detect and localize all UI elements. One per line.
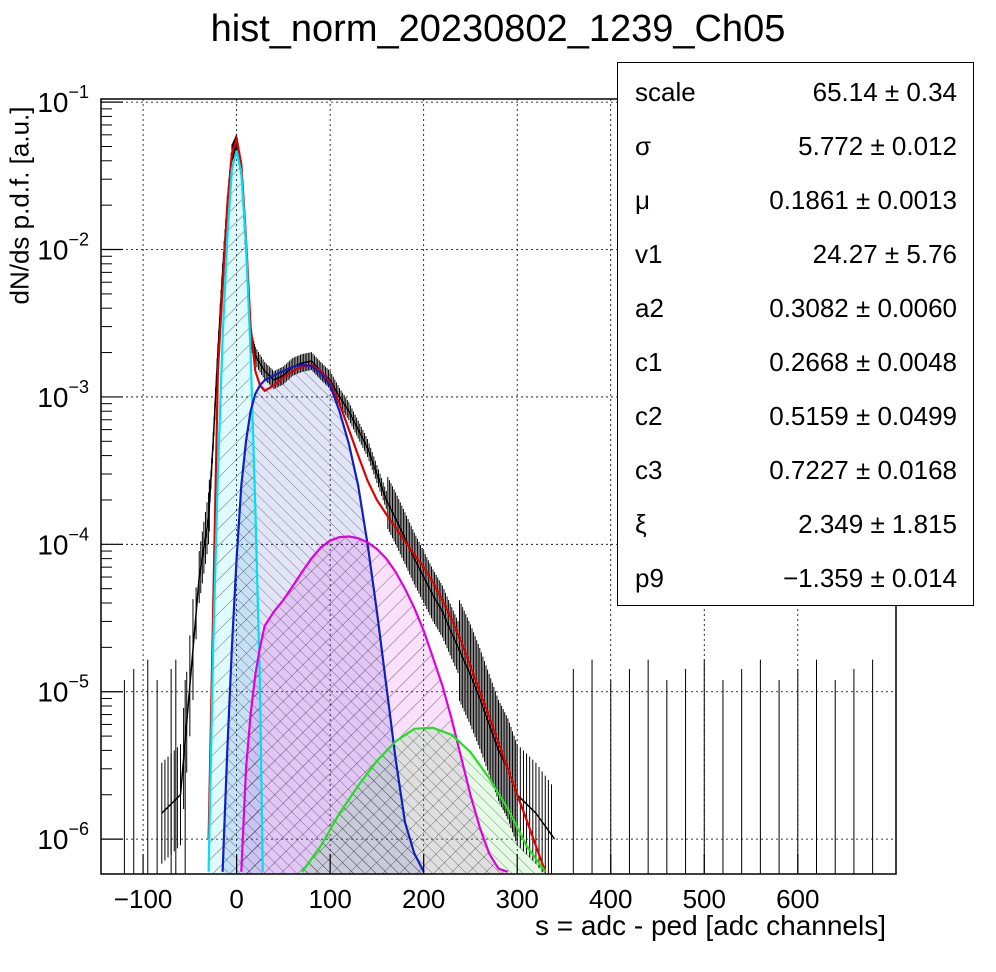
stats-param-value: 65.14 ± 0.34 (812, 77, 957, 107)
x-tick-label: 500 (683, 884, 726, 914)
stats-row: σ 5.772 ± 0.012 (618, 119, 973, 173)
x-tick-label: 600 (776, 884, 819, 914)
stats-row: c2 0.5159 ± 0.0499 (618, 389, 973, 443)
y-tick-label: 10−3 (37, 377, 89, 413)
stats-param-value: 5.772 ± 0.012 (798, 131, 957, 161)
stats-param-name: a2 (635, 293, 664, 323)
y-tick-label: 10−5 (37, 672, 89, 708)
stats-row: scale 65.14 ± 0.34 (618, 65, 973, 119)
x-axis-label: s = adc - ped [adc channels] (535, 910, 886, 941)
x-tick-label: 100 (308, 884, 351, 914)
stats-row: v1 24.27 ± 5.76 (618, 227, 973, 281)
stats-param-value: −1.359 ± 0.014 (782, 563, 957, 593)
stats-row: μ 0.1861 ± 0.0013 (618, 173, 973, 227)
data-histogram (123, 133, 874, 874)
x-tick-label: 200 (402, 884, 445, 914)
stats-param-value: 24.27 ± 5.76 (812, 239, 957, 269)
stats-param-value: 0.7227 ± 0.0168 (769, 455, 957, 485)
stats-row: ξ 2.349 ± 1.815 (618, 497, 973, 551)
stats-param-name: c1 (635, 347, 663, 377)
fit-curve (221, 363, 425, 873)
y-axis-label: dN/ds p.d.f. [a.u.] (4, 106, 35, 305)
stats-param-name: scale (635, 77, 696, 107)
stats-row: a2 0.3082 ± 0.0060 (618, 281, 973, 335)
stats-row: c1 0.2668 ± 0.0048 (618, 335, 973, 389)
fit-curve (207, 150, 264, 872)
x-tick-label: −100 (114, 884, 173, 914)
y-tick-label: 10−1 (37, 82, 89, 118)
y-tick-label: 10−2 (37, 230, 89, 266)
chart-title: hist_norm_20230802_1239_Ch05 (210, 8, 786, 50)
y-tick-label: 10−6 (37, 819, 89, 855)
stats-param-value: 0.5159 ± 0.0499 (769, 401, 957, 431)
y-tick-label: 10−4 (37, 524, 89, 560)
x-tick-label: 300 (496, 884, 539, 914)
stats-row: c3 0.7227 ± 0.0168 (618, 443, 973, 497)
stats-param-name: p9 (635, 563, 664, 593)
stats-param-name: μ (635, 185, 650, 215)
x-tick-label: 400 (589, 884, 632, 914)
stats-param-name: v1 (635, 239, 663, 269)
stats-param-value: 0.3082 ± 0.0060 (769, 293, 957, 323)
stats-param-name: ξ (635, 509, 647, 539)
fit-curve (301, 726, 547, 873)
stats-param-name: c2 (635, 401, 663, 431)
stats-param-value: 0.2668 ± 0.0048 (769, 347, 957, 377)
stats-row: p9 −1.359 ± 0.014 (618, 551, 973, 605)
stats-param-value: 0.1861 ± 0.0013 (769, 185, 957, 215)
stats-param-name: c3 (635, 455, 663, 485)
stats-param-value: 2.349 ± 1.815 (798, 509, 957, 539)
fit-stats-box: scale 65.14 ± 0.34 σ 5.772 ± 0.012 μ 0.1861 ±… (617, 62, 974, 606)
stats-param-name: σ (635, 131, 652, 161)
fit-curve (240, 535, 509, 873)
x-tick-label: 0 (229, 884, 243, 914)
